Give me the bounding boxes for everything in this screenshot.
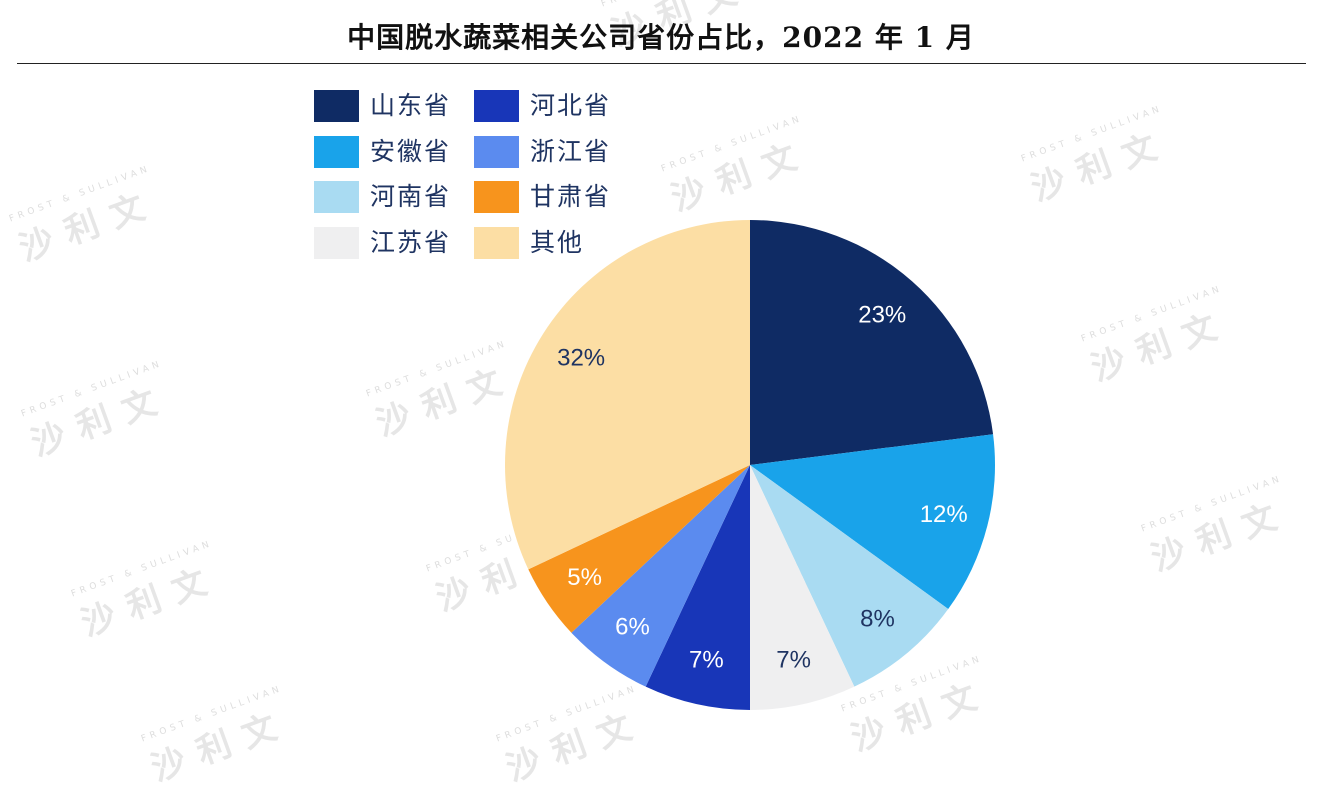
pie-slice-6	[571, 465, 750, 687]
slice-data-label: 7%	[776, 647, 811, 674]
legend-item: 江苏省	[314, 226, 474, 273]
legend-swatch	[314, 181, 359, 213]
legend-swatch	[474, 135, 519, 168]
legend-label: 甘肃省	[530, 182, 612, 211]
slice-data-label: 7%	[689, 647, 724, 674]
legend-swatch	[474, 181, 519, 213]
legend-item: 安徽省	[314, 135, 474, 182]
legend-label: 浙江省	[530, 136, 612, 166]
pie-slice-2	[750, 434, 996, 610]
legend-label: 河北省	[530, 91, 612, 120]
legend-item: 其他	[474, 226, 634, 273]
legend-swatch	[314, 226, 359, 259]
chart-legend: 山东省 河北省 安徽省 浙江省 河南省 甘肃省 江苏省 其他	[314, 90, 634, 272]
slice-data-label: 23%	[858, 301, 906, 328]
slice-data-label: 12%	[920, 501, 968, 528]
legend-label: 江苏省	[370, 227, 452, 257]
legend-label: 河南省	[370, 182, 452, 211]
pie-chart: 23% 12% 8% 7% 7% 6% 5% 32%	[505, 220, 996, 710]
legend-swatch	[314, 90, 359, 122]
chart-title: 中国脱水蔬菜相关公司省份占比，2022 年 1 月	[347, 21, 975, 54]
slice-data-label: 32%	[557, 344, 605, 371]
slice-data-label: 8%	[860, 606, 895, 633]
legend-item: 浙江省	[474, 135, 634, 182]
legend-swatch	[314, 135, 359, 168]
pie-slice-7	[528, 465, 750, 633]
pie-slice-3	[750, 465, 949, 687]
legend-item: 山东省	[314, 90, 474, 136]
slice-data-label: 5%	[567, 564, 602, 591]
pie-slice-4	[750, 465, 855, 710]
legend-swatch	[474, 90, 519, 122]
legend-item: 河南省	[314, 181, 474, 227]
legend-label: 山东省	[370, 91, 452, 120]
pie-slice-8	[505, 220, 750, 570]
pie-slice-1	[750, 220, 994, 465]
legend-item: 甘肃省	[474, 181, 634, 227]
title-divider	[17, 63, 1306, 64]
legend-label: 安徽省	[370, 136, 452, 166]
slice-data-label: 6%	[615, 613, 650, 640]
legend-item: 河北省	[474, 90, 634, 136]
legend-label: 其他	[530, 227, 585, 257]
pie-slice-5	[645, 465, 750, 710]
legend-swatch	[474, 226, 519, 259]
